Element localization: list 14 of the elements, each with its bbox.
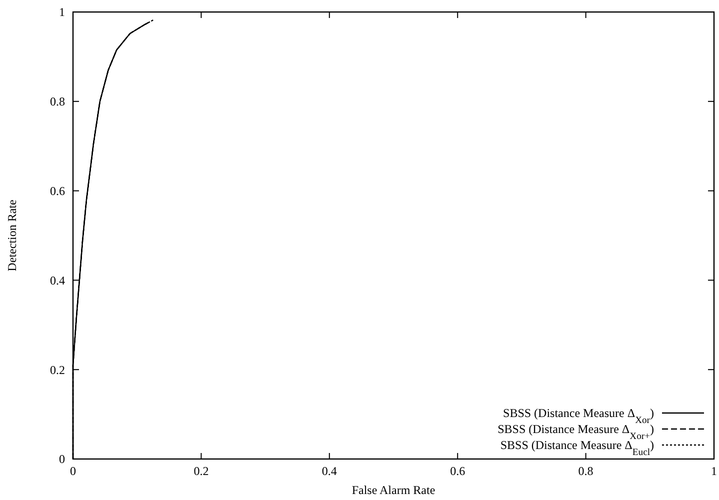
- x-tick-label: 0.8: [578, 464, 594, 478]
- x-tick-label: 0.2: [194, 464, 209, 478]
- y-tick-label: 0: [59, 452, 65, 466]
- x-tick-label: 1: [711, 464, 717, 478]
- y-axis-title: Detection Rate: [5, 200, 19, 272]
- y-tick-label: 0.4: [50, 273, 65, 288]
- x-tick-label: 0: [70, 464, 76, 478]
- x-tick-label: 0.4: [322, 464, 337, 478]
- y-tick-label: 1: [59, 5, 65, 20]
- y-tick-label: 0.2: [50, 362, 65, 377]
- y-tick-label: 0.8: [50, 94, 65, 109]
- x-axis-title: False Alarm Rate: [352, 483, 436, 497]
- x-tick-label: 0.6: [450, 464, 466, 478]
- y-tick-label: 0.6: [50, 184, 65, 198]
